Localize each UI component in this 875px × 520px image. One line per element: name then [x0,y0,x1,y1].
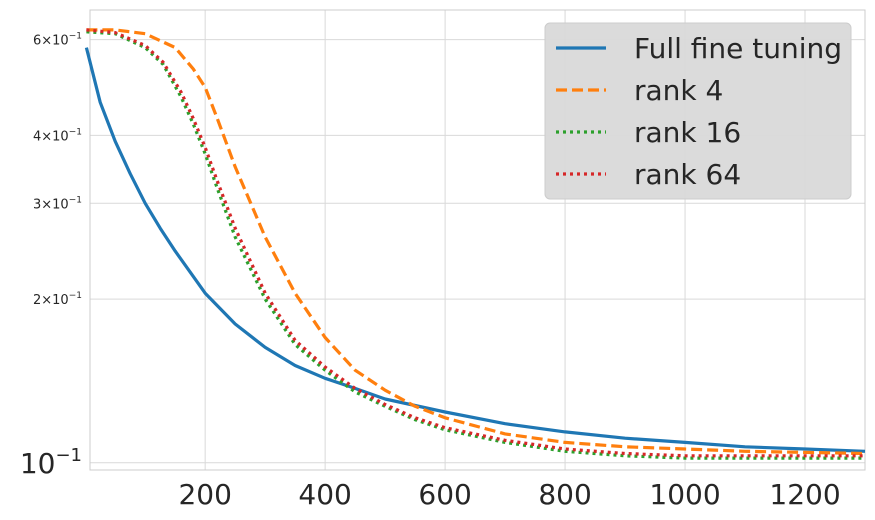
series-line-0 [84,47,866,453]
plot-area [89,9,866,471]
x-tick-label: 1200 [769,478,840,511]
legend-label: rank 4 [634,74,723,107]
series-line-1 [86,28,866,456]
y-tick-label: 10−1 [20,445,82,480]
x-tick-label: 800 [538,478,591,511]
legend: Full fine tuning rank 4 rank 16 rank 64 [544,22,852,200]
y-tick-label: 6×10−1 [33,32,82,49]
legend-label: rank 16 [634,116,741,149]
x-tick-label: 400 [298,478,351,511]
x-axis-ticks: 200 400 600 800 1000 1200 [178,478,840,511]
legend-label: Full fine tuning [634,32,842,65]
x-tick-label: 600 [418,478,471,511]
x-tick-label: 200 [178,478,231,511]
legend-label: rank 64 [634,158,741,191]
series-lines [84,28,866,460]
y-tick-label: 2×10−1 [33,291,82,308]
x-tick-label: 1000 [649,478,720,511]
series-line-2 [86,30,865,460]
y-tick-label: 4×10−1 [33,127,82,144]
y-axis-ticks: 6×10−1 4×10−1 3×10−1 2×10−1 10−1 [20,32,82,480]
series-line-3 [86,28,865,458]
legend-box [544,22,852,200]
y-tick-label: 3×10−1 [33,195,82,212]
